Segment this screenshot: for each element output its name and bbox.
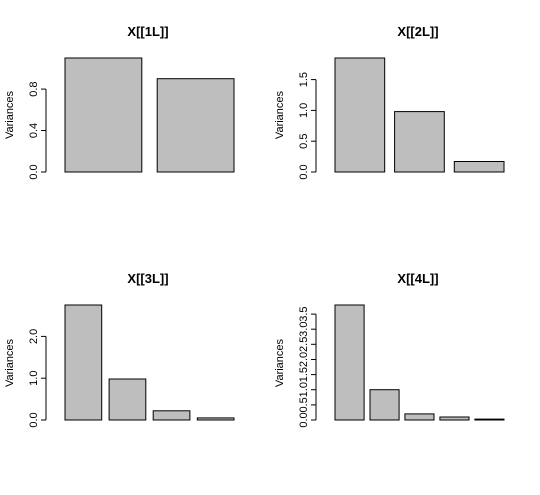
bar-1 xyxy=(64,57,143,173)
y-axis-label: Variances xyxy=(274,338,286,387)
y-tick-label: 1.0 xyxy=(298,103,310,118)
y-tick-label: 0.0 xyxy=(298,164,310,179)
y-axis-label: Variances xyxy=(4,90,16,139)
bar-5 xyxy=(474,418,505,421)
y-tick-label: 1.5 xyxy=(298,72,310,87)
y-tick-label: 3.0 xyxy=(298,322,310,337)
bar-2 xyxy=(108,378,147,421)
bar-4 xyxy=(439,416,470,421)
chart-panel-2: X[[2L]] Variances 0.0 0.5 1.0 1.5 xyxy=(274,24,505,180)
y-tick-label: 0.8 xyxy=(28,81,40,96)
y-tick-label: 1.0 xyxy=(298,382,310,397)
y-tick-label: 0.0 xyxy=(298,412,310,427)
bar-1 xyxy=(64,304,103,421)
bar-4 xyxy=(196,417,235,421)
y-tick-label: 0.0 xyxy=(28,412,40,427)
chart-panel-4: X[[4L]] Variances 0.00.51.01.52.02.53.03.5 xyxy=(274,271,505,428)
y-tick-label: 2.0 xyxy=(28,329,40,344)
bar-2 xyxy=(369,389,400,421)
y-tick-label: 1.0 xyxy=(28,371,40,386)
y-tick-label: 3.5 xyxy=(298,306,310,321)
chart-title: X[[1L]] xyxy=(127,24,168,39)
bar-1 xyxy=(334,57,386,173)
y-tick-label: 0.0 xyxy=(28,164,40,179)
y-axis-label: Variances xyxy=(4,338,16,387)
y-tick-label: 2.5 xyxy=(298,337,310,352)
y-axis-label: Variances xyxy=(274,90,286,139)
chart-title: X[[4L]] xyxy=(397,271,438,286)
bar-3 xyxy=(152,410,191,421)
bar-2 xyxy=(394,111,445,173)
chart-title: X[[3L]] xyxy=(127,271,168,286)
y-tick-label: 0.5 xyxy=(298,397,310,412)
chart-title: X[[2L]] xyxy=(397,24,438,39)
bar-1 xyxy=(334,304,365,421)
y-tick-label: 1.5 xyxy=(298,367,310,382)
chart-panel-1: X[[1L]] Variances 0.0 0.4 0.8 xyxy=(4,24,235,180)
bar-3 xyxy=(404,413,435,421)
y-tick-label: 2.0 xyxy=(298,352,310,367)
y-tick-label: 0.4 xyxy=(28,123,40,138)
y-tick-label: 0.5 xyxy=(298,134,310,149)
chart-panel-3: X[[3L]] Variances 0.0 1.0 2.0 xyxy=(4,271,235,428)
bar-2 xyxy=(156,78,235,173)
bar-3 xyxy=(453,161,505,173)
